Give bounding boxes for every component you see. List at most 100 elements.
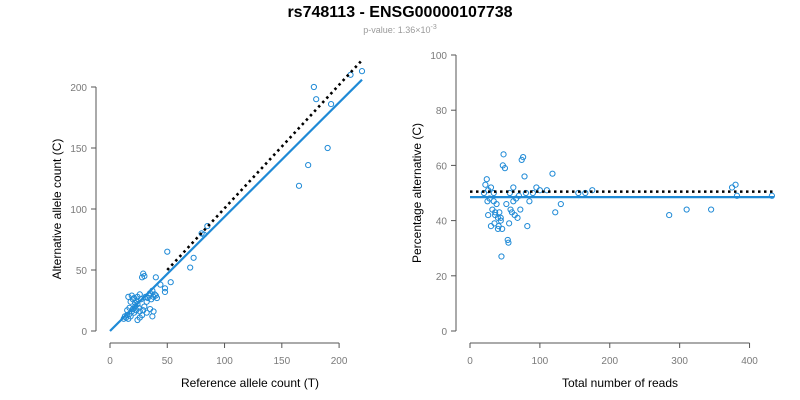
x-tick-label: 200 [331, 356, 348, 367]
y-tick-label: 0 [81, 327, 87, 338]
y-tick-label: 40 [436, 217, 448, 228]
x-axis-title: Total number of reads [562, 376, 678, 390]
data-point [492, 209, 499, 216]
data-point [510, 184, 517, 191]
data-point [141, 273, 148, 280]
chart-title: rs748113 - ENSG00000107738 [287, 4, 513, 21]
x-tick-label: 150 [273, 356, 290, 367]
data-point [496, 209, 503, 216]
data-point [557, 200, 564, 208]
data-point [492, 211, 499, 219]
data-point [533, 184, 540, 191]
data-point [733, 192, 741, 199]
data-point [295, 182, 303, 189]
data-point [134, 316, 141, 324]
data-point [514, 214, 521, 221]
data-point [135, 304, 142, 311]
data-point [505, 239, 512, 246]
data-point [167, 279, 174, 286]
data-point [768, 192, 776, 199]
x-tick-label: 50 [162, 356, 174, 367]
data-point [506, 220, 513, 227]
data-point [149, 313, 156, 320]
data-point [515, 192, 523, 199]
y-tick-label: 50 [76, 266, 88, 277]
x-tick-label: 100 [532, 356, 549, 367]
data-point [524, 223, 531, 230]
data-point [490, 189, 497, 197]
data-point [494, 225, 502, 232]
data-point [187, 264, 194, 271]
data-point [521, 173, 528, 180]
y-tick-label: 60 [436, 161, 448, 172]
chart-subtitle: p-value: 1.36×10-3 [0, 24, 800, 35]
data-point [310, 83, 317, 91]
expected-line [166, 59, 363, 271]
data-point [529, 189, 536, 197]
data-point [497, 214, 504, 221]
data-point [732, 181, 739, 188]
y-tick-label: 80 [436, 106, 448, 117]
data-point [190, 254, 197, 261]
p-value-text: p-value: 1.36×10 [363, 25, 431, 35]
data-point [499, 225, 506, 232]
data-point [506, 189, 513, 197]
data-point [161, 285, 169, 292]
data-point [543, 187, 550, 194]
data-point [305, 161, 312, 169]
x-tick-label: 200 [601, 356, 618, 367]
data-point [504, 236, 511, 244]
fit-line [109, 78, 363, 332]
data-point [683, 206, 690, 213]
data-point [500, 151, 507, 158]
y-tick-label: 100 [430, 51, 447, 62]
data-point [125, 293, 132, 300]
data-point [526, 198, 533, 205]
data-point [486, 195, 493, 202]
data-point [497, 217, 504, 224]
data-point [143, 298, 150, 305]
data-point [728, 184, 736, 191]
data-point [482, 181, 489, 188]
scatter-panel-allele-counts: 0 50 100 150 200 0 50 100 150 200 Reference allele… [50, 59, 366, 390]
x-tick-label: 400 [741, 356, 758, 367]
data-point [483, 176, 490, 183]
data-point [517, 206, 524, 213]
data-point [510, 198, 517, 205]
data-point [358, 68, 366, 75]
data-point [164, 248, 171, 255]
data-point [490, 198, 497, 205]
y-axis-title: Alternative allele count (C) [50, 139, 64, 280]
y-tick-label: 0 [441, 327, 447, 338]
y-tick-label: 150 [70, 144, 87, 155]
data-point [552, 209, 559, 216]
x-axis-title: Reference allele count (T) [181, 376, 319, 390]
data-point [666, 211, 673, 219]
data-point [536, 187, 543, 194]
data-point [708, 206, 715, 213]
y-tick-label: 200 [70, 83, 87, 94]
data-point [347, 71, 354, 78]
data-point [487, 223, 495, 230]
data-point [140, 307, 147, 314]
x-tick-label: 0 [107, 356, 113, 367]
p-value-exponent: -3 [430, 24, 437, 31]
y-tick-label: 20 [436, 272, 448, 283]
scatter-panel-percentage-alternative: 0 100 200 300 400 0 20 40 60 80 100 Total number of… [410, 51, 776, 390]
data-point [503, 200, 510, 208]
data-point [327, 100, 335, 108]
data-point [313, 96, 320, 103]
data-point [324, 144, 331, 152]
data-point [485, 211, 492, 219]
x-tick-label: 100 [216, 356, 233, 367]
y-axis-title: Percentage alternative (C) [410, 123, 424, 263]
x-tick-label: 300 [671, 356, 688, 367]
data-point [152, 274, 159, 281]
x-tick-label: 0 [467, 356, 473, 367]
data-point [549, 170, 556, 177]
data-point [498, 253, 505, 260]
data-point [141, 303, 148, 310]
data-point [501, 165, 509, 172]
y-tick-label: 100 [70, 205, 87, 216]
